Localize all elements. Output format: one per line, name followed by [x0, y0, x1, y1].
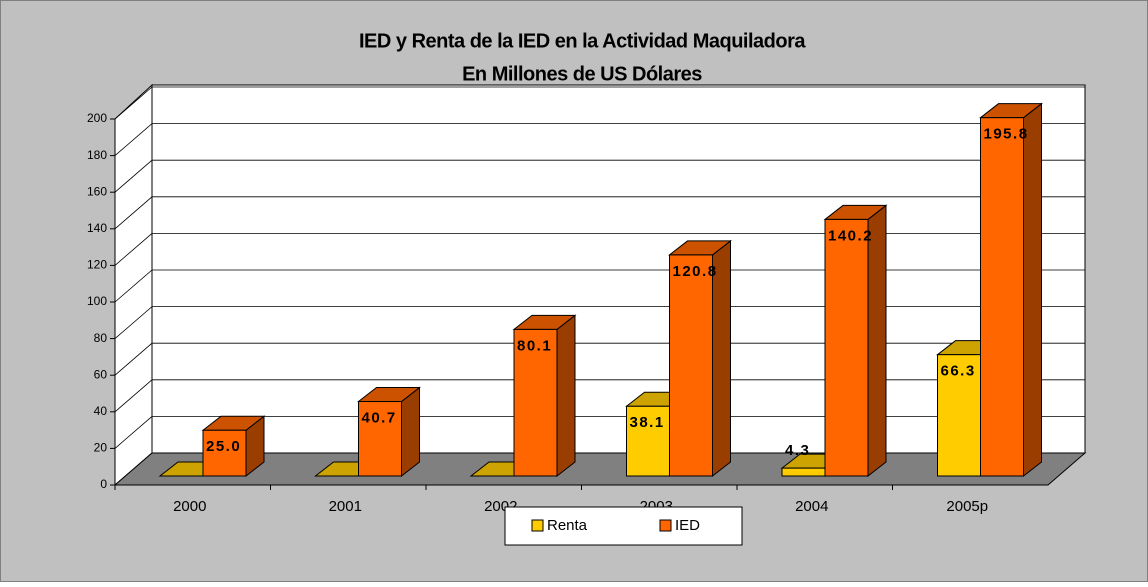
x-tick-label: 2000 [173, 498, 206, 515]
value-label: 25.0 [206, 438, 241, 455]
y-tick-label: 40 [94, 404, 108, 418]
y-tick-label: 140 [87, 221, 107, 235]
bar [357, 386, 421, 478]
y-tick-label: 60 [94, 367, 108, 381]
legend-label: Renta [547, 517, 588, 534]
grid-line [114, 342, 1085, 376]
legend [504, 506, 743, 546]
bar [823, 204, 888, 478]
y-tick-label: 20 [94, 441, 108, 455]
bar-front [781, 467, 826, 477]
bar [979, 102, 1043, 478]
grid-line [114, 306, 1085, 339]
y-tick-label: 80 [94, 331, 108, 345]
grid-line [114, 123, 1085, 156]
x-tick-label: 2005p [946, 498, 988, 515]
y-tick-label: 160 [87, 184, 107, 198]
grid-line [114, 232, 1085, 266]
grid-line [114, 159, 1085, 193]
bar-front [202, 429, 247, 477]
bar [512, 314, 577, 478]
bar-side [1023, 102, 1042, 478]
legend-items: Renta IED [531, 517, 700, 534]
bar-front [669, 254, 713, 477]
chart-subtitle: En Millones de US Dólares [462, 63, 702, 85]
value-label: 40.7 [362, 409, 397, 426]
y-tick-label: 120 [87, 258, 107, 272]
value-label: 38.1 [630, 414, 665, 431]
legend-label: IED [675, 517, 700, 534]
value-label: 80.1 [517, 337, 552, 354]
grid-line [114, 415, 1085, 449]
value-label: 120.8 [673, 263, 718, 280]
y-tick-label: 0 [100, 477, 107, 491]
plot: 0 20 40 60 80 100 120 140 160 180 200 2000 25.0 2001 4… [87, 83, 1087, 515]
value-label: 140.2 [828, 227, 873, 244]
bar-front [513, 328, 558, 477]
value-label: 66.3 [941, 363, 976, 380]
bar-side [401, 386, 420, 478]
bar-front [980, 117, 1024, 477]
bar-front [937, 354, 981, 477]
bar-front [626, 405, 670, 477]
x-tick-label: 2004 [795, 498, 828, 515]
y-tick-label: 180 [87, 148, 107, 162]
side-wall [114, 83, 153, 487]
bar-side [867, 204, 887, 478]
bar [201, 415, 266, 478]
grid-line [114, 196, 1085, 230]
grid-line [114, 379, 1085, 413]
grid-line [114, 86, 1085, 120]
bar [668, 239, 732, 478]
value-label: 4.3 [785, 442, 810, 459]
y-tick-label: 200 [87, 111, 107, 125]
x-tick-label: 2001 [329, 498, 362, 515]
bar-front [358, 401, 402, 477]
value-label: 195.8 [984, 126, 1029, 143]
legend-swatch [531, 519, 544, 532]
legend-swatch [659, 519, 672, 532]
grid-line [114, 269, 1085, 303]
y-tick-label: 100 [87, 294, 107, 308]
bar-side [556, 314, 576, 478]
chart-title: IED y Renta de la IED en la Actividad Ma… [359, 30, 806, 52]
bar-front [824, 218, 869, 477]
